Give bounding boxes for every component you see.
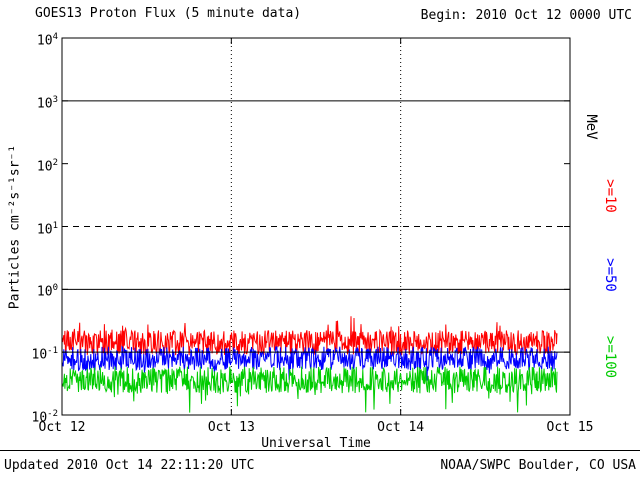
y-axis-title: Particles cm⁻²s⁻¹sr⁻¹ xyxy=(7,144,23,310)
series-trace-ge10 xyxy=(62,316,558,356)
x-axis-title: Universal Time xyxy=(261,436,371,451)
chart-title: GOES13 Proton Flux (5 minute data) xyxy=(35,6,302,21)
plot-border xyxy=(61,37,571,416)
right-axis-units-label: MeV xyxy=(583,114,599,140)
series-trace-ge100 xyxy=(62,366,558,413)
credit-label: NOAA/SWPC Boulder, CO USA xyxy=(440,458,636,473)
updated-timestamp: Updated 2010 Oct 14 22:11:20 UTC xyxy=(4,458,255,473)
footer-divider xyxy=(0,450,640,451)
begin-timestamp: Begin: 2010 Oct 12 0000 UTC xyxy=(420,8,632,23)
